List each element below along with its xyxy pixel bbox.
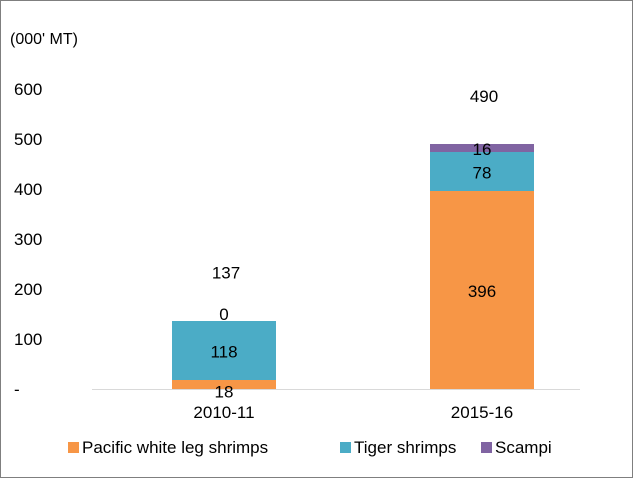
segment-labels: 18 118 0 396 78 16	[210, 140, 496, 402]
bar-segment	[172, 380, 276, 389]
legend-swatch	[340, 442, 351, 453]
y-axis-labels: - 100 200 300 400 500 600	[14, 80, 42, 399]
y-tick-label: 100	[14, 330, 42, 349]
y-tick-label: 200	[14, 280, 42, 299]
bar-segment	[430, 144, 534, 152]
legend: Pacific white leg shrimps Tiger shrimps Sc…	[68, 438, 552, 457]
y-tick-label: 400	[14, 180, 42, 199]
bars	[172, 144, 534, 389]
x-axis-labels: 2010-11 2015-16	[193, 403, 513, 422]
total-label: 137	[212, 264, 240, 283]
data-label: 0	[219, 305, 228, 324]
legend-swatch	[68, 442, 79, 453]
y-tick-label: -	[14, 380, 20, 399]
y-tick-label: 600	[14, 80, 42, 99]
x-tick-label: 2015-16	[451, 403, 513, 422]
bar-segment	[430, 152, 534, 191]
legend-label: Scampi	[495, 438, 552, 457]
total-labels: 137 490	[212, 87, 498, 283]
data-label: 16	[473, 140, 492, 159]
bar-segment	[172, 321, 276, 380]
y-tick-label: 300	[14, 230, 42, 249]
unit-label: (000' MT)	[10, 31, 78, 48]
total-label: 490	[470, 87, 498, 106]
legend-label: Pacific white leg shrimps	[82, 438, 268, 457]
data-label: 18	[215, 383, 234, 402]
y-tick-label: 500	[14, 130, 42, 149]
legend-label: Tiger shrimps	[354, 438, 456, 457]
bar-segment	[430, 191, 534, 389]
legend-swatch	[481, 442, 492, 453]
data-label: 78	[473, 164, 492, 183]
x-tick-label: 2010-11	[193, 403, 254, 422]
data-label: 118	[210, 343, 237, 362]
data-label: 396	[468, 282, 496, 301]
